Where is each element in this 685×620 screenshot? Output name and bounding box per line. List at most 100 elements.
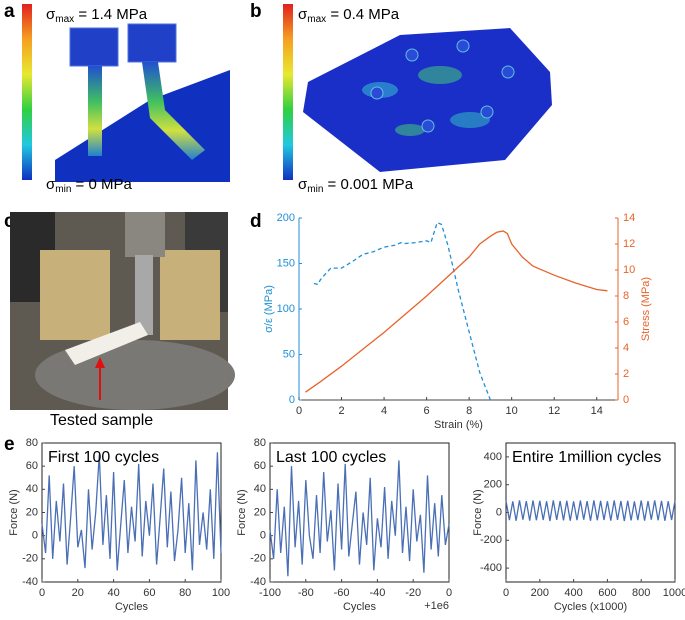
plate [55, 70, 230, 182]
panel-label: c [4, 211, 15, 232]
fea-image-b [283, 4, 552, 180]
color-bar [283, 4, 293, 180]
panel-label: d [250, 211, 262, 232]
y2-tick-label: 4 [623, 342, 629, 354]
min-stress: σmin = 0 MPa [46, 176, 132, 195]
symbol: σ [298, 176, 308, 193]
y-axis-label: Force (N) [472, 489, 484, 535]
x-tick-label: -40 [369, 587, 385, 599]
x-tick-label: 0 [296, 405, 302, 417]
x-tick-label: 6 [424, 405, 430, 417]
plate [303, 28, 552, 172]
stress-spot [395, 124, 425, 136]
y-tick-label: 0 [496, 506, 502, 518]
y-tick-label: 20 [26, 506, 38, 518]
x-tick-label: 0 [503, 587, 509, 599]
x-tick-label: 200 [531, 587, 549, 599]
value: = 0 MPa [71, 176, 132, 193]
y-tick-label: 100 [277, 303, 295, 315]
y-tick-label: -40 [22, 576, 38, 588]
y-tick-label: 400 [484, 451, 502, 463]
x-tick-label: 0 [39, 587, 45, 599]
x-tick-label: 20 [72, 587, 84, 599]
line-series [313, 221, 492, 401]
y-tick-label: -20 [250, 553, 266, 565]
x-axis-label: Strain (%) [434, 419, 483, 431]
x-tick-label: 400 [564, 587, 582, 599]
symbol: σ [46, 6, 56, 23]
chart-title: Last 100 cycles [276, 449, 386, 466]
x-tick-label: 12 [548, 405, 560, 417]
x-tick-label: -60 [334, 587, 350, 599]
fea-image-a [22, 4, 230, 182]
photo [10, 212, 235, 410]
y-tick-label: 60 [26, 460, 38, 472]
x-tick-label: -100 [259, 587, 281, 599]
y-tick-label: 150 [277, 257, 295, 269]
x-tick-label: -80 [298, 587, 314, 599]
y-tick-label: 60 [254, 460, 266, 472]
x-offset-label: +1e6 [424, 600, 449, 612]
subscript: min [307, 184, 323, 195]
gripper [127, 23, 177, 63]
value: = 0.001 MPa [323, 176, 413, 193]
y-tick-label: 20 [254, 506, 266, 518]
panel-label: e [4, 434, 15, 455]
y2-tick-label: 0 [623, 394, 629, 406]
y-tick-label: 40 [254, 483, 266, 495]
symbol: σ [298, 6, 308, 23]
x-tick-label: 14 [591, 405, 603, 417]
x-axis-label: Cycles (x1000) [554, 601, 627, 613]
wood [160, 250, 220, 340]
value: = 0.4 MPa [326, 6, 400, 23]
y-tick-label: 200 [277, 212, 295, 224]
y2-tick-label: 12 [623, 238, 635, 250]
x-tick-label: -20 [405, 587, 421, 599]
y-tick-label: 0 [260, 530, 266, 542]
x-tick-label: 8 [466, 405, 472, 417]
y2-tick-label: 14 [623, 212, 635, 224]
panel-label: b [250, 1, 262, 22]
clamp [125, 212, 165, 257]
rod [135, 255, 153, 335]
sample [65, 322, 148, 365]
hole [501, 65, 515, 79]
gripper [69, 27, 119, 67]
y2-axis-label: Stress (MPa) [640, 277, 652, 341]
y2-tick-label: 6 [623, 316, 629, 328]
y-tick-label: 80 [254, 437, 266, 449]
y2-tick-label: 10 [623, 264, 635, 276]
y-tick-label: 50 [283, 348, 295, 360]
max-stress: σmax = 0.4 MPa [298, 6, 400, 25]
x-axis-label: Cycles [115, 601, 149, 613]
y-tick-label: -20 [22, 553, 38, 565]
y-axis-label: σ/ε (MPa) [263, 285, 275, 333]
x-tick-label: 2 [338, 405, 344, 417]
y-tick-label: 0 [32, 530, 38, 542]
x-tick-label: 100 [212, 587, 230, 599]
x-tick-label: 80 [179, 587, 191, 599]
y-tick-label: -400 [480, 562, 502, 574]
fixture [35, 340, 235, 410]
y-axis-label: Force (N) [8, 489, 20, 535]
hole [405, 48, 419, 62]
chart-title: Entire 1million cycles [512, 449, 661, 466]
x-tick-label: 1000 [663, 587, 685, 599]
x-axis-label: Cycles [343, 601, 377, 613]
subscript: max [307, 14, 326, 25]
chart-title: First 100 cycles [48, 449, 159, 466]
value: = 1.4 MPa [74, 6, 148, 23]
color-bar [22, 4, 32, 180]
x-tick-label: 40 [107, 587, 119, 599]
line-series [269, 460, 450, 577]
wood [40, 250, 110, 340]
x-tick-label: 4 [381, 405, 387, 417]
y-tick-label: 0 [289, 394, 295, 406]
y-tick-label: -40 [250, 576, 266, 588]
line-series [41, 452, 222, 571]
hole [421, 119, 435, 133]
arrow-head [95, 357, 105, 368]
x-tick-label: 60 [143, 587, 155, 599]
